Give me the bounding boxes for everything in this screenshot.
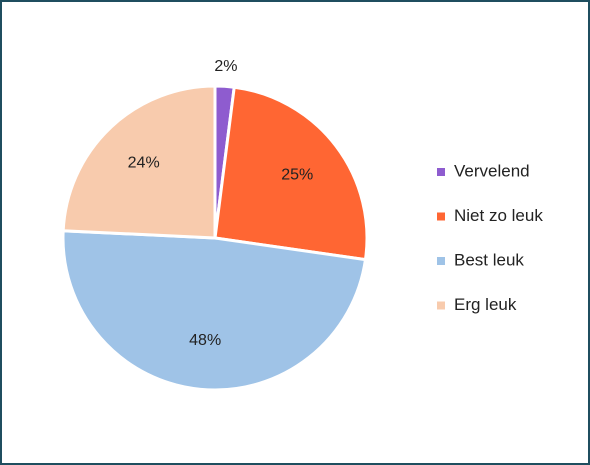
pie-slice bbox=[61, 229, 368, 392]
legend-swatch bbox=[437, 301, 445, 310]
legend-label: Niet zo leuk bbox=[454, 206, 543, 225]
data-label: 48% bbox=[189, 332, 221, 349]
pie-slice bbox=[61, 84, 217, 240]
legend-label: Vervelend bbox=[454, 161, 530, 180]
data-label: 24% bbox=[128, 154, 160, 171]
pie-slice bbox=[213, 85, 369, 262]
legend-swatch bbox=[437, 168, 445, 176]
legend-label: Erg leuk bbox=[454, 295, 517, 314]
data-label: 25% bbox=[281, 167, 313, 184]
legend-swatch bbox=[437, 257, 445, 265]
legend-label: Best leuk bbox=[454, 250, 524, 269]
legend-swatch bbox=[437, 212, 445, 221]
data-label: 2% bbox=[214, 58, 237, 75]
